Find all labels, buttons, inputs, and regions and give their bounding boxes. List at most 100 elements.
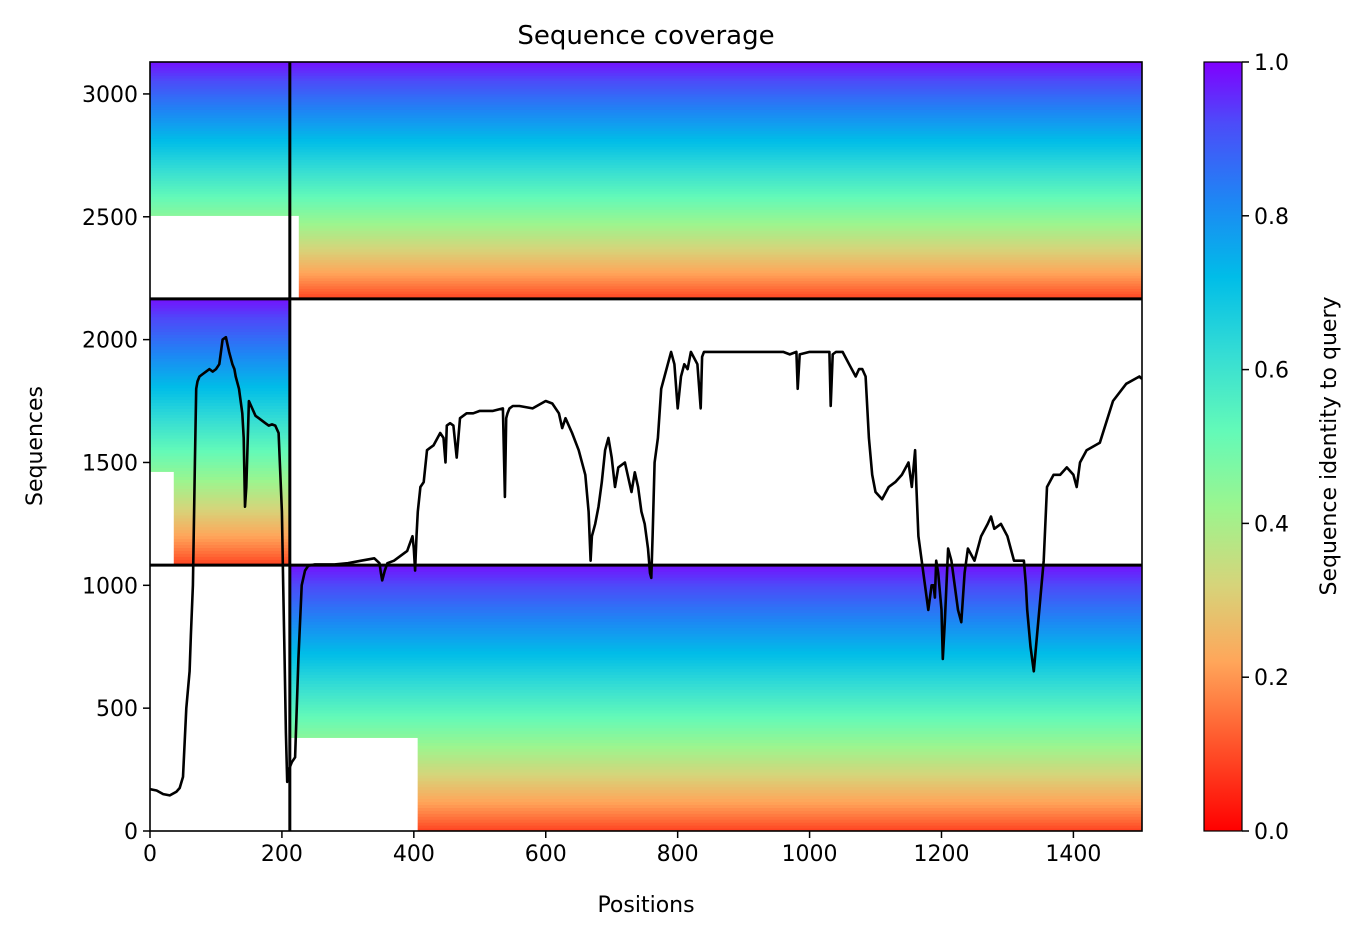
heatmap-band <box>150 307 290 312</box>
heatmap-band <box>150 206 1142 210</box>
heatmap-band <box>150 446 290 451</box>
heatmap-band <box>289 745 1142 749</box>
heatmap-band <box>150 72 1142 76</box>
heatmap-band <box>150 106 1142 110</box>
heatmap-band <box>289 585 1142 590</box>
heatmap-band <box>289 822 1142 826</box>
heatmap-band <box>150 432 290 436</box>
x-tick-label: 800 <box>657 842 699 867</box>
heatmap-band <box>150 328 290 332</box>
heatmap-band <box>150 133 1142 137</box>
heatmap-band <box>150 340 290 344</box>
heatmap-band <box>150 366 290 371</box>
heatmap-band <box>289 792 1142 797</box>
heatmap-band <box>150 283 1142 287</box>
heatmap-band <box>150 90 1142 95</box>
heatmap-band <box>150 369 290 374</box>
heatmap-band <box>289 771 1142 776</box>
colorbar-tick-label: 0.2 <box>1254 666 1289 691</box>
heatmap-band <box>289 804 1142 808</box>
heatmap-band <box>150 497 290 501</box>
colorbar-tick-label: 0.6 <box>1254 359 1289 384</box>
heatmap-band <box>150 146 1142 150</box>
heatmap-band <box>150 219 1142 224</box>
heatmap-band <box>150 190 1142 195</box>
chart-title: Sequence coverage <box>517 21 774 51</box>
y-tick-label: 500 <box>96 697 138 722</box>
heatmap-band <box>289 594 1142 599</box>
heatmap-band <box>289 633 1142 637</box>
heatmap-band <box>289 706 1142 711</box>
heatmap-band <box>150 399 290 404</box>
heatmap-band <box>150 381 290 386</box>
heatmap-band <box>289 774 1142 779</box>
heatmap-band <box>150 550 290 554</box>
heatmap-band <box>289 630 1142 634</box>
heatmap-band <box>150 440 290 445</box>
heatmap-band <box>289 603 1142 608</box>
colorbar-tick-label: 0.0 <box>1254 820 1289 845</box>
heatmap-band <box>150 535 290 540</box>
heatmap-band <box>150 301 290 306</box>
heatmap-band <box>150 209 1142 213</box>
heatmap-band <box>289 618 1142 622</box>
heatmap-band <box>150 322 290 327</box>
heatmap-band <box>289 639 1142 643</box>
heatmap-band <box>150 114 1142 118</box>
heatmap-band <box>289 813 1142 817</box>
heatmap-band <box>289 591 1142 596</box>
heatmap-band <box>150 434 290 439</box>
heatmap-band <box>289 686 1142 690</box>
heatmap-band <box>150 363 290 368</box>
x-tick-label: 1000 <box>782 842 838 867</box>
heatmap-band <box>150 473 290 477</box>
heatmap-band <box>150 198 1142 203</box>
heatmap-band <box>150 556 290 560</box>
heatmap-band <box>150 222 1142 226</box>
heatmap-band <box>150 214 1142 218</box>
heatmap-band <box>150 256 1142 260</box>
heatmap-band <box>289 615 1142 619</box>
heatmap-band <box>150 175 1142 179</box>
heatmap-band <box>150 467 290 472</box>
heatmap-band <box>289 668 1142 673</box>
heatmap-band <box>150 553 290 557</box>
heatmap-band <box>150 298 290 303</box>
heatmap-band <box>150 503 290 507</box>
y-tick-label: 1500 <box>82 451 138 476</box>
heatmap-band <box>150 426 290 430</box>
heatmap-gap <box>150 471 174 566</box>
heatmap-band <box>289 709 1142 714</box>
heatmap-band <box>150 80 1142 84</box>
colorbar-label: Sequence identity to query <box>1317 296 1342 595</box>
heatmap-band <box>150 310 290 315</box>
segment-dividers <box>150 62 1142 831</box>
y-tick-label: 3000 <box>82 83 138 108</box>
heatmap-band <box>150 75 1142 79</box>
heatmap-band <box>150 227 1142 232</box>
heatmap-band <box>150 83 1142 87</box>
heatmap-band <box>289 742 1142 746</box>
heatmap-band <box>150 169 1142 174</box>
heatmap-band <box>150 470 290 475</box>
heatmap-band <box>150 88 1142 92</box>
heatmap-band <box>150 238 1142 242</box>
heatmap-band <box>150 164 1142 168</box>
heatmap-band <box>150 148 1142 153</box>
heatmap-band <box>150 62 1142 66</box>
heatmap-band <box>150 508 290 513</box>
heatmap-band <box>150 452 290 457</box>
x-tick-label: 200 <box>261 842 303 867</box>
heatmap-band <box>289 777 1142 782</box>
heatmap-band <box>289 689 1142 693</box>
y-tick-label: 0 <box>124 820 138 845</box>
heatmap-band <box>289 712 1142 717</box>
heatmap-band <box>150 285 1142 289</box>
heatmap-band <box>150 337 290 341</box>
heatmap-band <box>150 405 290 409</box>
heatmap-band <box>289 662 1142 667</box>
heatmap-band <box>150 93 1142 97</box>
heatmap-band <box>150 246 1142 250</box>
heatmap-band <box>150 212 1142 216</box>
